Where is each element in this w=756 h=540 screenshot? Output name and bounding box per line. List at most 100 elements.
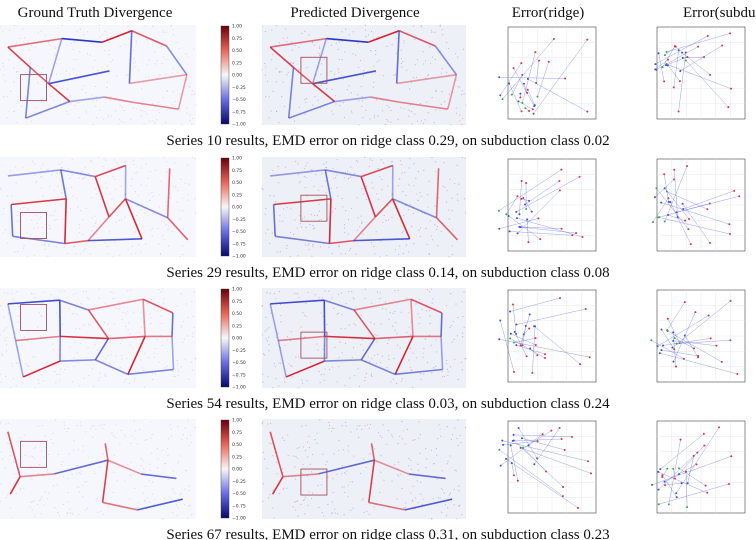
colorbar-tick-label: 0.75 — [232, 430, 242, 436]
point — [651, 483, 654, 486]
point — [684, 51, 687, 54]
colorbar-tick-label: 1.00 — [232, 156, 242, 162]
noise-dot — [388, 358, 390, 360]
noise-dot — [370, 375, 373, 377]
plate-boundary — [87, 309, 110, 340]
error-link — [658, 483, 730, 505]
noise-dot — [357, 42, 359, 44]
plate-boundary — [94, 338, 110, 361]
noise-dot — [338, 357, 340, 359]
point — [507, 214, 510, 217]
noise-dot — [144, 352, 146, 354]
noise-dot — [141, 88, 143, 90]
noise-dot — [352, 347, 355, 349]
noise-dot — [106, 65, 108, 67]
noise-dot — [108, 334, 110, 336]
noise-dot — [364, 380, 366, 382]
point — [512, 303, 515, 306]
error-link — [533, 39, 588, 114]
noise-dot — [388, 318, 390, 320]
noise-dot — [160, 315, 162, 317]
noise-dot — [39, 463, 41, 466]
noise-dot — [292, 62, 295, 64]
noise-dot — [445, 305, 448, 307]
noise-dot — [154, 122, 156, 124]
noise-dot — [375, 231, 377, 233]
point — [667, 58, 670, 61]
noise-dot — [61, 88, 63, 90]
noise-dot — [0, 500, 2, 502]
noise-dot — [412, 77, 415, 79]
noise-dot — [189, 504, 191, 506]
noise-dot — [98, 288, 100, 290]
noise-dot — [110, 291, 112, 293]
noise-dot — [8, 59, 10, 61]
noise-dot — [291, 49, 293, 51]
noise-dot — [133, 380, 135, 382]
noise-dot — [450, 325, 452, 327]
noise-dot — [75, 253, 77, 255]
noise-dot — [6, 117, 8, 119]
noise-dot — [430, 344, 432, 346]
noise-dot — [306, 441, 309, 443]
point — [683, 301, 686, 304]
noise-dot — [318, 296, 320, 299]
plate-boundary — [108, 335, 146, 340]
noise-dot — [286, 244, 288, 247]
noise-dot — [131, 178, 134, 180]
noise-dot — [102, 165, 104, 168]
noise-dot — [413, 243, 415, 245]
noise-dot — [38, 218, 40, 220]
noise-dot — [49, 227, 52, 229]
noise-dot — [176, 363, 179, 365]
noise-dot — [447, 374, 449, 376]
point — [544, 356, 547, 359]
noise-dot — [44, 491, 46, 493]
plate-boundary — [391, 198, 411, 240]
noise-dot — [397, 118, 399, 120]
noise-dot — [15, 493, 18, 495]
noise-dot — [86, 507, 89, 509]
noise-dot — [425, 228, 427, 230]
noise-dot — [298, 446, 300, 448]
noise-dot — [181, 124, 183, 126]
noise-dot — [157, 101, 159, 103]
noise-dot — [446, 42, 448, 44]
noise-dot — [67, 167, 69, 169]
noise-dot — [326, 24, 328, 27]
noise-dot — [373, 37, 375, 39]
zoom-box — [20, 74, 47, 102]
error-link — [659, 352, 738, 375]
noise-dot — [174, 162, 176, 164]
noise-dot — [446, 71, 448, 73]
noise-dot — [318, 53, 320, 55]
noise-dot — [299, 180, 302, 183]
noise-dot — [8, 29, 10, 31]
plate-boundary — [275, 235, 330, 245]
point — [677, 110, 680, 113]
noise-dot — [386, 342, 389, 345]
noise-dot — [41, 424, 43, 427]
noise-dot — [313, 227, 316, 229]
noise-dot — [65, 70, 67, 72]
noise-dot — [341, 352, 343, 354]
noise-dot — [341, 74, 343, 76]
error-link — [665, 56, 688, 66]
noise-dot — [311, 471, 313, 473]
noise-dot — [119, 118, 121, 121]
noise-dot — [84, 166, 86, 168]
noise-dot — [377, 432, 380, 434]
noise-dot — [42, 66, 44, 69]
noise-dot — [178, 460, 180, 462]
plate-boundary — [360, 338, 376, 361]
noise-dot — [423, 347, 425, 350]
noise-dot — [41, 302, 43, 305]
noise-dot — [20, 105, 23, 108]
noise-dot — [52, 343, 54, 345]
noise-dot — [110, 115, 113, 117]
noise-dot — [176, 305, 178, 307]
error-link — [519, 226, 562, 230]
noise-dot — [179, 494, 181, 496]
noise-dot — [430, 449, 432, 451]
point — [525, 182, 528, 185]
